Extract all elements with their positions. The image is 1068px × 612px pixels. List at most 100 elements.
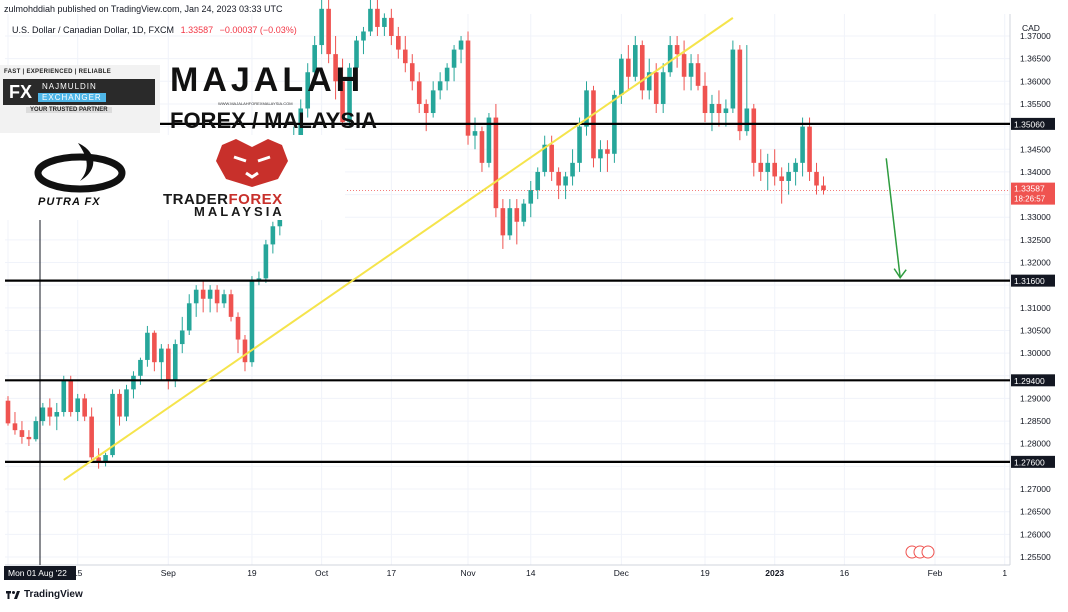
- price-tick-label: 1.37000: [1020, 31, 1051, 41]
- candle-body: [535, 171, 541, 191]
- candle-body: [751, 108, 757, 163]
- candle-body: [305, 72, 311, 109]
- candle-body: [577, 126, 582, 163]
- candle-body: [242, 339, 248, 363]
- candle-body: [598, 149, 603, 159]
- down-arrow: [885, 158, 901, 278]
- majalah-logo: MAJALAH WWW.MAJALAHFOREXMALAYSIA.COM FOR…: [160, 55, 377, 135]
- price-tick-label: 1.30000: [1020, 348, 1051, 358]
- candle-body: [221, 294, 227, 304]
- candle-body: [646, 72, 652, 91]
- candle-body: [507, 208, 513, 236]
- candle-body: [228, 294, 234, 317]
- candle-body: [674, 45, 680, 55]
- candle-body: [451, 49, 457, 68]
- candle-body: [389, 17, 394, 36]
- candle-body: [779, 176, 784, 181]
- traderforex-country: MALAYSIA: [194, 204, 285, 219]
- price-tick-label: 1.33000: [1020, 212, 1051, 222]
- candle-body: [333, 54, 338, 82]
- candle-body: [256, 278, 262, 281]
- candle-body: [354, 40, 359, 68]
- majalah-url: WWW.MAJALAHFOREXMALAYSIA.COM: [218, 101, 293, 106]
- candle-body: [709, 103, 715, 114]
- candle-body: [82, 398, 87, 417]
- candle-body: [500, 208, 506, 236]
- majalah-title: MAJALAH: [170, 61, 365, 99]
- symbol-legend[interactable]: U.S. Dollar / Canadian Dollar, 1D, FXCM …: [12, 25, 297, 35]
- candle-body: [619, 58, 624, 95]
- fx-letters: FX: [9, 81, 33, 102]
- price-tick-label: 1.26000: [1020, 529, 1051, 539]
- candle-body: [207, 289, 213, 299]
- najmuldin-logo: FAST | EXPERIENCED | RELIABLE FX NAJMULD…: [0, 65, 160, 133]
- candle-body: [660, 72, 666, 104]
- candle-body: [570, 162, 575, 177]
- candle-body: [542, 144, 547, 172]
- price-tick-label: 1.26500: [1020, 507, 1051, 517]
- majalah-subtitle: FOREX / MALAYSIA: [170, 108, 377, 133]
- level-label: 1.27600: [1014, 457, 1045, 467]
- current-price-label: 1.33587: [1014, 184, 1045, 194]
- tradingview-footer[interactable]: TradingView: [6, 589, 83, 600]
- time-tick-label: 17: [387, 568, 397, 578]
- candle-body: [33, 421, 39, 440]
- candle-body: [89, 416, 94, 458]
- candle-body: [465, 40, 471, 136]
- price-tick-label: 1.32500: [1020, 235, 1051, 245]
- time-tick-label: Feb: [928, 568, 943, 578]
- level-tag: [1011, 274, 1055, 287]
- candle-body: [737, 49, 743, 132]
- candle-body: [584, 90, 589, 127]
- candle-body: [633, 45, 638, 77]
- time-tick-label: Nov: [460, 568, 476, 578]
- candle-body: [716, 103, 722, 114]
- candle-body: [103, 455, 108, 462]
- candle-body: [723, 108, 729, 114]
- candle-body: [361, 31, 366, 41]
- candle-body: [193, 289, 199, 304]
- candle-body: [486, 117, 492, 163]
- candle-body: [702, 85, 708, 114]
- putra-fx-logo: PUTRA FX: [0, 133, 160, 220]
- time-tick-label: 14: [526, 568, 536, 578]
- price-tick-label: 1.30500: [1020, 325, 1051, 335]
- price-tick-label: 1.36000: [1020, 76, 1051, 86]
- candle-body: [695, 63, 701, 86]
- candle-body: [416, 81, 422, 104]
- candle-body: [626, 58, 631, 77]
- candle-body: [40, 407, 46, 422]
- candle-body: [744, 108, 750, 132]
- candle-body: [688, 63, 694, 77]
- candle-body: [68, 380, 74, 413]
- candle-body: [172, 344, 178, 381]
- fx-tagline: FAST | EXPERIENCED | RELIABLE: [4, 69, 112, 75]
- time-label-box: [4, 566, 76, 580]
- traderforex-logo: TRADERFOREX MALAYSIA: [160, 135, 345, 220]
- candle-body: [200, 289, 206, 299]
- candle-body: [814, 171, 819, 186]
- candle-body: [444, 67, 450, 82]
- current-price-tag: [1011, 182, 1055, 205]
- trader-word: TRADER: [163, 191, 229, 208]
- candle-body: [493, 117, 499, 209]
- time-tick-label: Sep: [161, 568, 176, 578]
- candle-body: [430, 90, 436, 114]
- candle-body: [521, 203, 527, 222]
- tradingview-logo-icon: [6, 590, 20, 599]
- price-tick-label: 1.34500: [1020, 144, 1051, 154]
- candle-body: [793, 162, 798, 172]
- candle-body: [730, 49, 736, 109]
- candle-body: [159, 348, 164, 363]
- candle-body: [47, 407, 53, 417]
- fx-banner: FX NAJMULDIN EXCHANGER: [3, 79, 155, 105]
- candle-body: [96, 457, 101, 462]
- candle-body: [5, 400, 11, 424]
- candle-body: [61, 380, 67, 413]
- candle-body: [528, 190, 534, 204]
- candle-body: [786, 171, 791, 181]
- putra-swoosh-icon: [34, 143, 126, 193]
- price-tick-label: 1.27000: [1020, 484, 1051, 494]
- candle-body: [681, 54, 687, 77]
- candle-body: [800, 126, 805, 163]
